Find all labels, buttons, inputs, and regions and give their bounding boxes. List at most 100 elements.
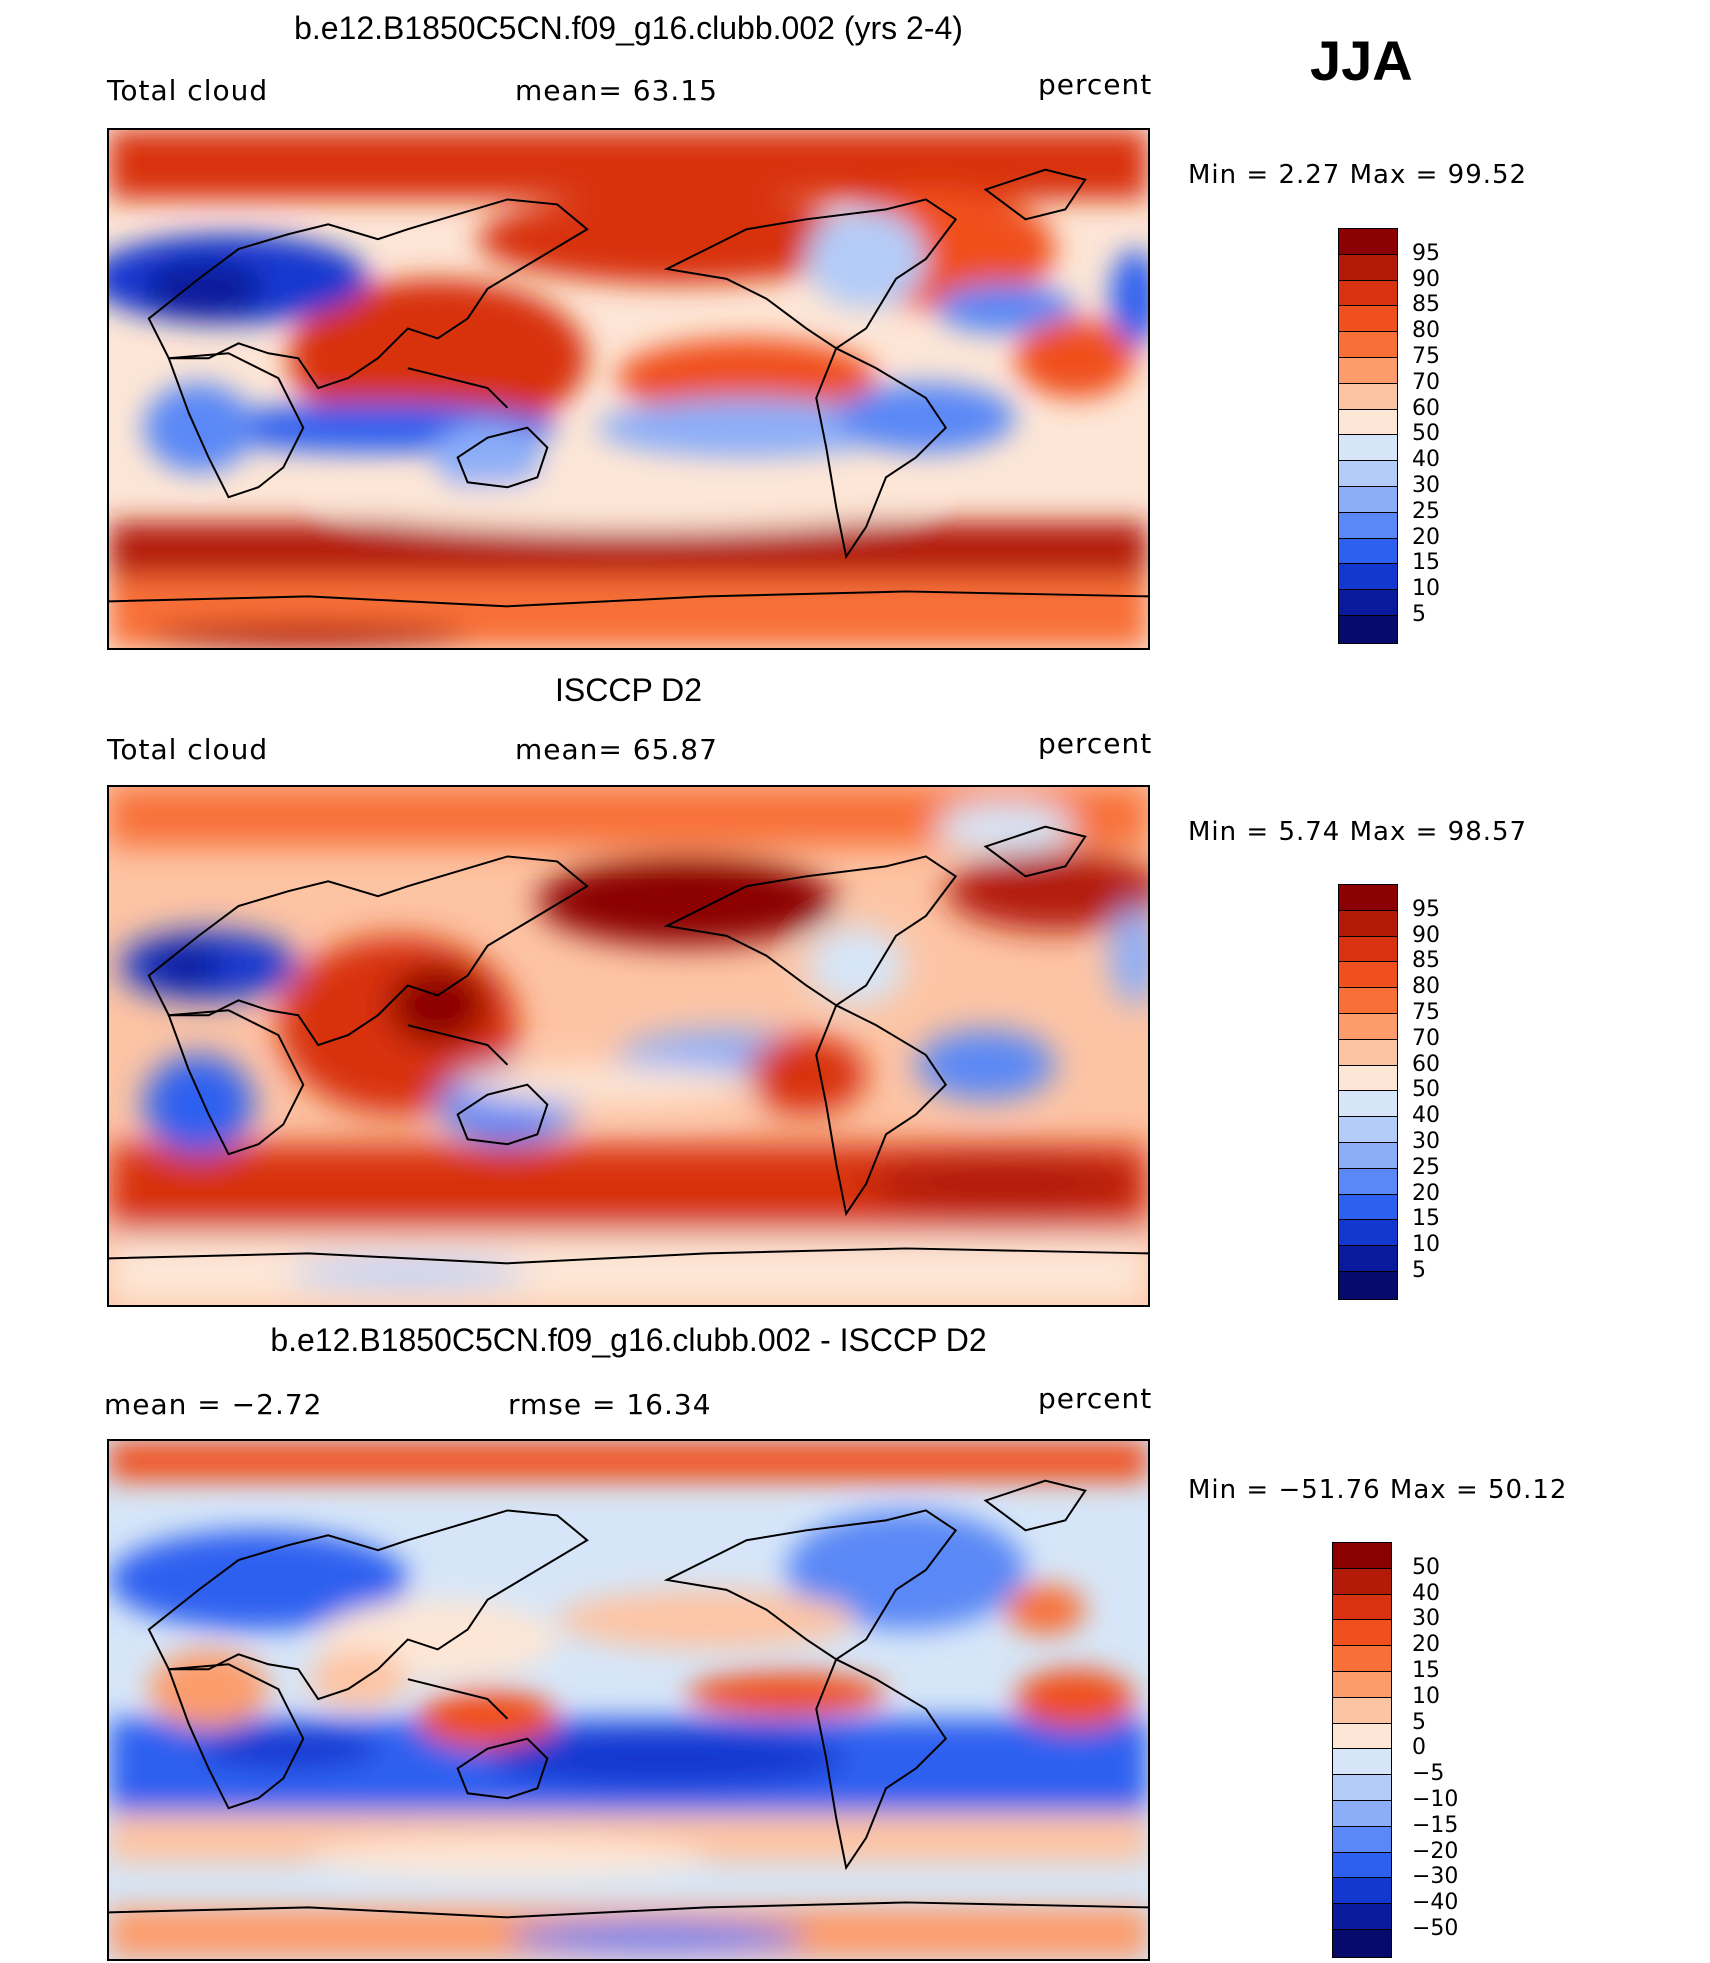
panel-1-units: percent xyxy=(1038,68,1153,101)
colorbar-box xyxy=(1338,1013,1398,1042)
colorbar-box xyxy=(1338,382,1398,412)
colorbar-tick-label: 20 xyxy=(1412,1180,1440,1206)
colorbar-tick-label: 15 xyxy=(1412,550,1440,576)
colorbar-tick-label: 90 xyxy=(1412,266,1440,292)
colorbar-box xyxy=(1332,1567,1392,1597)
colorbar-box xyxy=(1338,1245,1398,1274)
colorbar-box xyxy=(1338,1090,1398,1120)
colorbar-tick-label: 60 xyxy=(1412,1051,1440,1077)
colorbar-box xyxy=(1332,1903,1392,1932)
colorbar-tick-label: 60 xyxy=(1412,395,1440,421)
colorbar-tick-label: 25 xyxy=(1412,1154,1440,1180)
colorbar-box xyxy=(1338,1038,1398,1068)
panel-2-variable: Total cloud xyxy=(107,733,269,766)
panel-1-min-max: Min = 2.27 Max = 99.52 xyxy=(1188,160,1528,190)
colorbar-tick-label: 15 xyxy=(1412,1658,1440,1683)
season-label: JJA xyxy=(1310,29,1413,92)
colorbar-tick-label: 95 xyxy=(1412,240,1440,266)
panel-3-mean: mean = −2.72 xyxy=(104,1388,323,1421)
colorbar-tick-label: 95 xyxy=(1412,896,1440,922)
colorbar-box xyxy=(1338,961,1398,991)
panel-1-mean: mean= 63.15 xyxy=(515,74,718,107)
colorbar-box xyxy=(1338,228,1398,257)
colorbar-box xyxy=(1338,589,1398,618)
colorbar-tick-label: −30 xyxy=(1412,1864,1459,1890)
colorbar-box xyxy=(1338,434,1398,464)
colorbar-tick-label: 20 xyxy=(1412,1632,1440,1658)
colorbar-box xyxy=(1332,1825,1392,1855)
colorbar-box xyxy=(1332,1645,1392,1674)
colorbar-tick-label: 25 xyxy=(1412,498,1440,524)
colorbar-tick-label: 40 xyxy=(1412,1103,1440,1129)
colorbar-box xyxy=(1332,1929,1392,1958)
colorbar-box xyxy=(1332,1593,1392,1623)
colorbar-box xyxy=(1332,1542,1392,1571)
colorbar-tick-label: 5 xyxy=(1412,1258,1426,1283)
panel-3-title: b.e12.B1850C5CN.f09_g16.clubb.002 - ISCC… xyxy=(270,1322,987,1358)
colorbar-tick-label: 70 xyxy=(1412,369,1440,395)
colorbar-box xyxy=(1338,615,1398,644)
panel-2-title: ISCCP D2 xyxy=(554,672,702,708)
colorbar-box xyxy=(1338,357,1398,386)
colorbar-box xyxy=(1338,305,1398,335)
panel-2-coastlines xyxy=(109,825,1148,1265)
colorbar-box xyxy=(1338,1167,1398,1197)
colorbar-box xyxy=(1338,1142,1398,1171)
colorbar-tick-label: 30 xyxy=(1412,1129,1440,1154)
colorbar-box xyxy=(1338,987,1398,1016)
colorbar-box xyxy=(1338,511,1398,541)
panel-3-field xyxy=(109,1441,1148,1959)
colorbar-tick-label: 40 xyxy=(1412,447,1440,473)
colorbar-tick-label: −10 xyxy=(1412,1787,1459,1812)
colorbar-box xyxy=(1338,486,1398,515)
colorbar-box xyxy=(1332,1800,1392,1829)
colorbar-box xyxy=(1338,253,1398,283)
colorbar-box xyxy=(1332,1696,1392,1726)
panel-2-units: percent xyxy=(1038,727,1153,760)
colorbar-box xyxy=(1338,1193,1398,1223)
panel-3-min-max: Min = −51.76 Max = 50.12 xyxy=(1188,1475,1568,1505)
panel-2-mean: mean= 65.87 xyxy=(515,733,718,766)
colorbar-box xyxy=(1338,331,1398,360)
colorbar-tick-label: −40 xyxy=(1412,1890,1459,1916)
colorbar-box xyxy=(1338,935,1398,965)
panel-1-field xyxy=(109,130,1148,648)
colorbar-tick-label: 10 xyxy=(1412,1232,1440,1258)
colorbar-tick-label: 85 xyxy=(1412,948,1440,974)
colorbar-tick-label: 30 xyxy=(1412,1606,1440,1632)
colorbar-box xyxy=(1332,1774,1392,1803)
panel-3-coastlines xyxy=(109,1479,1148,1919)
colorbar-tick-label: 70 xyxy=(1412,1025,1440,1051)
panel-1-variable: Total cloud xyxy=(107,74,269,107)
colorbar-box xyxy=(1338,408,1398,438)
colorbar-tick-label: 90 xyxy=(1412,922,1440,948)
panel-3-rmse: rmse = 16.34 xyxy=(508,1388,712,1421)
colorbar-tick-label: 30 xyxy=(1412,473,1440,498)
colorbar-box xyxy=(1338,279,1398,309)
colorbar-tick-label: 5 xyxy=(1412,1709,1426,1735)
colorbar-box xyxy=(1338,1064,1398,1094)
colorbar-tick-label: 0 xyxy=(1412,1735,1426,1761)
colorbar-tick-label: 15 xyxy=(1412,1206,1440,1232)
colorbar-box xyxy=(1338,884,1398,913)
colorbar-box xyxy=(1338,537,1398,567)
colorbar-box xyxy=(1332,1619,1392,1649)
colorbar-tick-label: −20 xyxy=(1412,1838,1459,1864)
panel-2-field xyxy=(109,787,1148,1305)
colorbar-tick-label: 5 xyxy=(1412,602,1426,627)
colorbar-box xyxy=(1338,460,1398,489)
panel-3-units: percent xyxy=(1038,1382,1153,1415)
colorbar-box xyxy=(1338,1219,1398,1249)
panel-2-min-max: Min = 5.74 Max = 98.57 xyxy=(1188,817,1528,847)
colorbar-box xyxy=(1338,1271,1398,1300)
colorbar-tick-label: −15 xyxy=(1412,1812,1459,1838)
colorbar-tick-label: 20 xyxy=(1412,524,1440,550)
colorbar-box xyxy=(1338,563,1398,593)
colorbar-tick-label: 50 xyxy=(1412,421,1440,447)
colorbar-box xyxy=(1332,1722,1392,1752)
colorbar-tick-label: −50 xyxy=(1412,1916,1459,1941)
colorbar-tick-label: 50 xyxy=(1412,1554,1440,1580)
panel-3-map xyxy=(107,1439,1150,1961)
colorbar-tick-label: 80 xyxy=(1412,318,1440,344)
panel-1-map xyxy=(107,128,1150,650)
